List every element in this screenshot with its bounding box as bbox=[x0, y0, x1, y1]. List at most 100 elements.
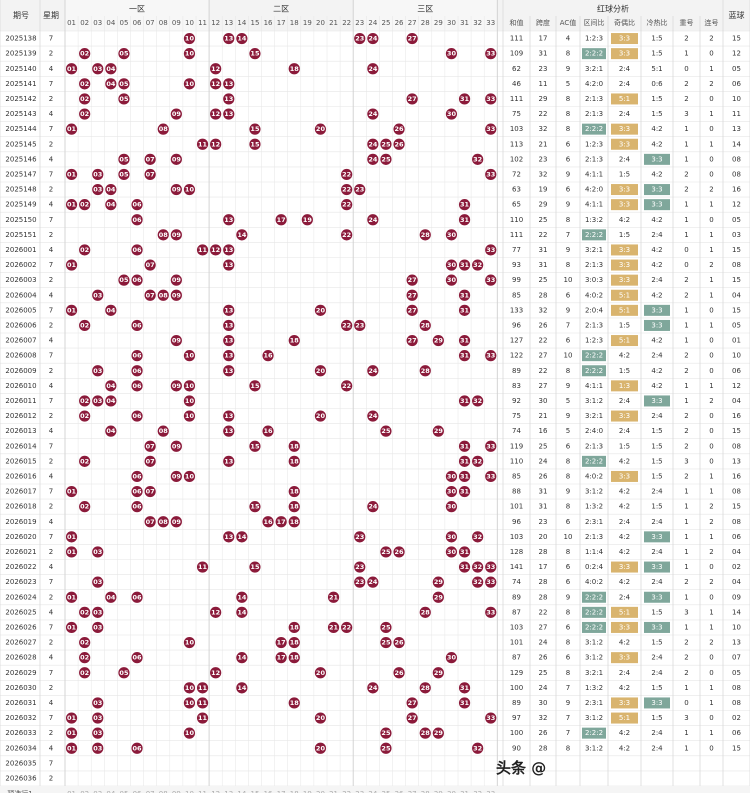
red-ball-number: 04 bbox=[106, 397, 116, 405]
red-ball-number: 32 bbox=[473, 261, 482, 269]
red-ball bbox=[183, 410, 196, 422]
red-ball bbox=[485, 606, 497, 618]
red-ball bbox=[314, 123, 327, 135]
red-ball bbox=[170, 440, 182, 452]
red-ball bbox=[196, 244, 209, 256]
red-ball-number: 31 bbox=[460, 261, 470, 269]
period-cell: 2026034 bbox=[5, 744, 37, 752]
odd-badge bbox=[611, 304, 638, 316]
red-ball bbox=[65, 742, 78, 754]
analysis-column-header: 连号 bbox=[705, 18, 719, 27]
analysis-cell: 7 bbox=[566, 684, 570, 692]
red-ball-number: 06 bbox=[133, 352, 143, 360]
analysis-cell: 21 bbox=[539, 140, 548, 148]
red-ball bbox=[79, 108, 91, 120]
red-ball bbox=[131, 501, 143, 513]
column-header: 04 bbox=[106, 19, 115, 27]
red-ball bbox=[472, 395, 484, 407]
analysis-cell: 4:0:2 bbox=[585, 578, 603, 586]
red-ball bbox=[65, 591, 78, 603]
red-ball bbox=[485, 244, 497, 256]
red-ball-number: 10 bbox=[185, 472, 195, 480]
analysis-cell: 27 bbox=[539, 382, 548, 390]
red-ball-number: 29 bbox=[434, 669, 444, 677]
analysis-cell: 25 bbox=[539, 276, 548, 284]
analysis-cell: 9 bbox=[566, 412, 570, 420]
analysis-cell: 14 bbox=[732, 140, 741, 148]
red-ball bbox=[223, 334, 235, 347]
red-ball bbox=[380, 546, 392, 558]
analysis-cell: 1 bbox=[684, 382, 688, 390]
red-ball-number: 31 bbox=[460, 352, 470, 360]
weekday-cell: 4 bbox=[49, 110, 54, 118]
red-ball bbox=[288, 516, 300, 528]
analysis-cell: 4:2 bbox=[651, 140, 662, 148]
analysis-cell: 2:4 bbox=[619, 593, 631, 601]
analysis-cell: 25 bbox=[539, 669, 548, 677]
red-ball-number: 13 bbox=[224, 35, 233, 43]
red-ball-number: 08 bbox=[159, 518, 169, 526]
red-ball-number: 09 bbox=[172, 518, 182, 526]
weekday-cell: 4 bbox=[49, 155, 54, 163]
red-ball-number: 11 bbox=[198, 714, 208, 722]
column-header: 05 bbox=[119, 19, 128, 27]
analysis-cell: 2:4 bbox=[651, 518, 663, 526]
red-ball-number: 02 bbox=[80, 639, 89, 647]
red-ball-number: 02 bbox=[80, 110, 89, 118]
red-ball-number: 25 bbox=[381, 623, 391, 631]
red-ball bbox=[65, 123, 78, 135]
odd-cell: 3:3 bbox=[619, 246, 630, 254]
red-ball-number: 03 bbox=[93, 714, 102, 722]
red-ball bbox=[223, 455, 235, 467]
red-ball bbox=[458, 199, 471, 211]
red-ball bbox=[458, 304, 471, 316]
red-ball-number: 06 bbox=[133, 201, 143, 209]
red-ball bbox=[380, 727, 392, 739]
analysis-cell: 2:4 bbox=[619, 518, 631, 526]
red-ball-number: 06 bbox=[133, 503, 143, 511]
analysis-column-header: 跨度 bbox=[536, 18, 550, 27]
analysis-cell: 2 bbox=[684, 427, 688, 435]
zone3-header: 三区 bbox=[417, 5, 433, 14]
red-ball bbox=[445, 274, 458, 286]
red-ball-number: 07 bbox=[146, 442, 155, 450]
analysis-cell: 1 bbox=[684, 216, 688, 224]
analysis-cell: 02 bbox=[732, 714, 741, 722]
analysis-cell: 100 bbox=[510, 684, 523, 692]
odd-badge bbox=[611, 274, 638, 286]
red-ball bbox=[65, 485, 78, 498]
red-ball-number: 26 bbox=[395, 548, 405, 556]
watermark: 头条 @ bbox=[496, 759, 547, 777]
analysis-cell: 2 bbox=[684, 95, 688, 103]
analysis-cell: 109 bbox=[510, 50, 523, 58]
red-ball bbox=[131, 199, 143, 211]
analysis-cell: 1 bbox=[684, 125, 688, 133]
analysis-cell: 8 bbox=[566, 457, 570, 465]
analysis-cell: 1 bbox=[709, 729, 713, 737]
red-ball bbox=[105, 304, 117, 316]
red-ball bbox=[131, 380, 143, 392]
red-ball bbox=[131, 244, 143, 256]
red-ball-number: 25 bbox=[381, 548, 391, 556]
analysis-cell: 17 bbox=[539, 563, 548, 571]
analysis-cell: 2 bbox=[709, 397, 713, 405]
analysis-cell: 1 bbox=[684, 623, 688, 631]
red-ball-number: 03 bbox=[93, 608, 102, 616]
odd-badge bbox=[611, 380, 638, 392]
red-ball-number: 27 bbox=[408, 95, 417, 103]
analysis-cell: 2:4 bbox=[619, 427, 631, 435]
analysis-cell: 1 bbox=[709, 140, 713, 148]
red-ball bbox=[183, 636, 196, 649]
red-ball-number: 06 bbox=[133, 488, 143, 496]
red-ball-number: 09 bbox=[172, 231, 182, 239]
red-ball-number: 08 bbox=[159, 427, 169, 435]
analysis-cell: 4:2 bbox=[651, 382, 662, 390]
weekday-cell: 7 bbox=[49, 306, 53, 314]
analysis-cell: 03 bbox=[732, 231, 741, 239]
red-ball-number: 30 bbox=[447, 276, 457, 284]
analysis-cell: 22 bbox=[539, 608, 548, 616]
red-ball bbox=[458, 440, 471, 452]
analysis-cell: 08 bbox=[732, 170, 741, 178]
zone-cell: 2:2:2 bbox=[585, 729, 603, 737]
red-ball-number: 33 bbox=[486, 125, 495, 133]
